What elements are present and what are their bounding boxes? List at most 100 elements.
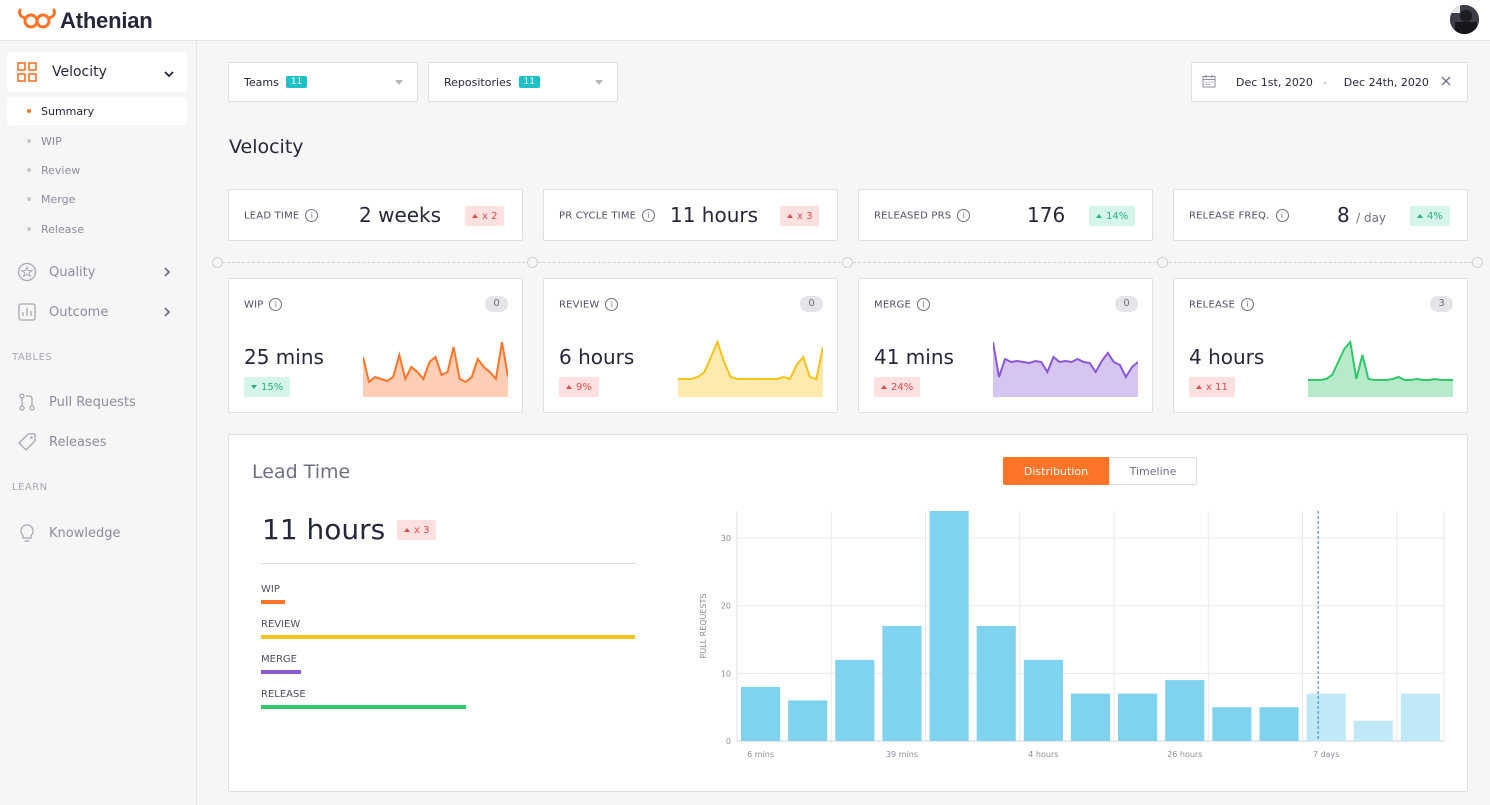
sidebar-item-knowledge[interactable]: Knowledge <box>17 521 187 545</box>
date-separator: - <box>1322 75 1327 89</box>
stage-count-badge: 0 <box>800 296 823 312</box>
section-label-learn: LEARN <box>12 482 48 493</box>
pull-request-icon <box>17 392 37 412</box>
info-icon[interactable]: i <box>957 209 971 222</box>
sidebar-subitem-label: Summary <box>41 104 95 118</box>
kpi-change-badge: x 2 <box>465 206 505 226</box>
arrow-down-icon <box>251 385 257 389</box>
bullet-icon <box>27 197 31 201</box>
chart-bar[interactable] <box>1353 720 1393 741</box>
arrow-up-icon <box>1096 214 1102 218</box>
sidebar-subitem-review[interactable]: Review <box>7 156 187 184</box>
chart-bar[interactable] <box>976 626 1016 741</box>
arrow-up-icon <box>1196 385 1202 389</box>
repositories-filter[interactable]: Repositories 11 <box>428 62 618 102</box>
sidebar-item-velocity[interactable]: Velocity <box>7 52 187 92</box>
stage-label: RELEASE i <box>1189 298 1255 311</box>
chart-bar[interactable] <box>1070 693 1111 741</box>
chart-bar[interactable] <box>929 511 969 741</box>
panel-title: Lead Time <box>252 461 351 483</box>
app-logo[interactable]: Athenian <box>17 6 153 36</box>
sidebar-item-releases[interactable]: Releases <box>17 430 187 454</box>
sidebar-subitem-wip[interactable]: WIP <box>7 127 187 155</box>
timeline-node <box>1472 257 1483 268</box>
chart-bar[interactable] <box>835 659 875 741</box>
sidebar-subitem-label: Review <box>41 163 81 177</box>
info-icon[interactable]: i <box>1275 209 1289 222</box>
sidebar-item-label: Knowledge <box>49 525 121 541</box>
info-icon[interactable]: i <box>1241 298 1255 311</box>
date-range-picker[interactable]: Dec 1st, 2020 - Dec 24th, 2020 <box>1191 62 1468 102</box>
stage-change-text: 15% <box>261 381 284 393</box>
kpi-card-release-freq[interactable]: RELEASE FREQ. i 8 / day 4% <box>1173 189 1468 241</box>
stage-label-text: WIP <box>244 299 264 311</box>
arrow-up-icon <box>472 214 478 218</box>
stage-card-merge[interactable]: MERGE i 0 41 mins 24% <box>858 278 1153 413</box>
x-tick-label: 39 mins <box>886 750 918 759</box>
teams-filter[interactable]: Teams 11 <box>228 62 418 102</box>
date-from[interactable]: Dec 1st, 2020 <box>1236 75 1313 89</box>
sparkline-line <box>993 341 1138 380</box>
info-icon[interactable]: i <box>916 298 930 311</box>
chart-bar[interactable] <box>1306 693 1346 741</box>
user-avatar[interactable] <box>1450 5 1479 34</box>
x-tick-label: 6 mins <box>747 750 774 759</box>
kpi-card-released-prs[interactable]: RELEASED PRS i 176 14% <box>858 189 1153 241</box>
repositories-filter-label: Repositories <box>444 75 512 89</box>
sparkline-area <box>678 342 823 397</box>
tab-distribution[interactable]: Distribution <box>1003 457 1109 485</box>
lead-time-change-badge: x 3 <box>397 520 437 540</box>
chart-bar[interactable] <box>1118 693 1158 741</box>
bullet-icon <box>27 168 31 172</box>
sidebar-item-pull-requests[interactable]: Pull Requests <box>17 390 187 414</box>
sidebar-item-quality[interactable]: Quality <box>17 260 187 284</box>
kpi-change-badge: 4% <box>1410 206 1450 226</box>
sparkline-line <box>1308 339 1453 381</box>
stage-change-badge: 24% <box>874 377 921 397</box>
kpi-change-text: x 3 <box>797 210 813 222</box>
info-icon[interactable]: i <box>605 298 619 311</box>
info-icon[interactable]: i <box>642 209 656 222</box>
chart-bar[interactable] <box>741 686 781 741</box>
stage-card-wip[interactable]: WIP i 0 25 mins 15% <box>228 278 523 413</box>
kpi-card-lead-time[interactable]: LEAD TIME i 2 weeks x 2 <box>228 189 523 241</box>
lead-time-distribution-chart[interactable]: 0 10 20 30 PULL REQUESTS 6 mins 39 mins 4 hours… <box>694 507 1449 767</box>
chart-bar[interactable] <box>1023 659 1063 741</box>
sidebar-subitem-merge[interactable]: Merge <box>7 185 187 213</box>
stage-card-review[interactable]: REVIEW i 0 6 hours 9% <box>543 278 838 413</box>
section-label-tables: TABLES <box>12 352 53 363</box>
chart-bar[interactable] <box>1259 707 1299 741</box>
y-tick-label: 0 <box>726 737 731 746</box>
stage-count-badge: 3 <box>1430 296 1453 312</box>
chart-bar[interactable] <box>1400 693 1440 741</box>
tab-timeline[interactable]: Timeline <box>1109 457 1197 485</box>
lead-time-value: 11 hours <box>262 513 386 546</box>
arrow-up-icon <box>404 528 410 532</box>
stage-change-text: 24% <box>891 381 914 393</box>
date-to[interactable]: Dec 24th, 2020 <box>1343 75 1429 89</box>
lead-time-panel: Lead Time Distribution Timeline 11 hours… <box>228 434 1468 792</box>
info-icon[interactable]: i <box>269 298 283 311</box>
kpi-label: RELEASED PRS i <box>874 209 971 222</box>
kpi-card-pr-cycle-time[interactable]: PR CYCLE TIME i 11 hours x 3 <box>543 189 838 241</box>
chart-bar[interactable] <box>1212 707 1252 741</box>
stage-card-release[interactable]: RELEASE i 3 4 hours x 11 <box>1173 278 1468 413</box>
stage-value: 4 hours <box>1189 345 1265 369</box>
y-tick-label: 10 <box>721 669 731 678</box>
chart-bar[interactable] <box>1165 680 1205 741</box>
kpi-value-text: 176 <box>1027 203 1066 227</box>
kpi-value: 2 weeks <box>359 203 441 227</box>
sidebar-subitem-release[interactable]: Release <box>7 215 187 243</box>
bullet-icon <box>27 227 31 231</box>
kpi-value: 8 / day <box>1337 203 1386 227</box>
bullet-icon <box>27 139 31 143</box>
caret-down-icon <box>595 80 603 85</box>
close-icon[interactable] <box>1441 76 1451 89</box>
sidebar-item-outcome[interactable]: Outcome <box>17 300 187 324</box>
chart-bar[interactable] <box>882 626 922 741</box>
kpi-value: 176 <box>1027 203 1065 227</box>
sidebar-subitem-summary[interactable]: Summary <box>7 97 187 125</box>
arrow-up-icon <box>787 214 793 218</box>
info-icon[interactable]: i <box>305 209 319 222</box>
chart-bar[interactable] <box>788 700 828 741</box>
